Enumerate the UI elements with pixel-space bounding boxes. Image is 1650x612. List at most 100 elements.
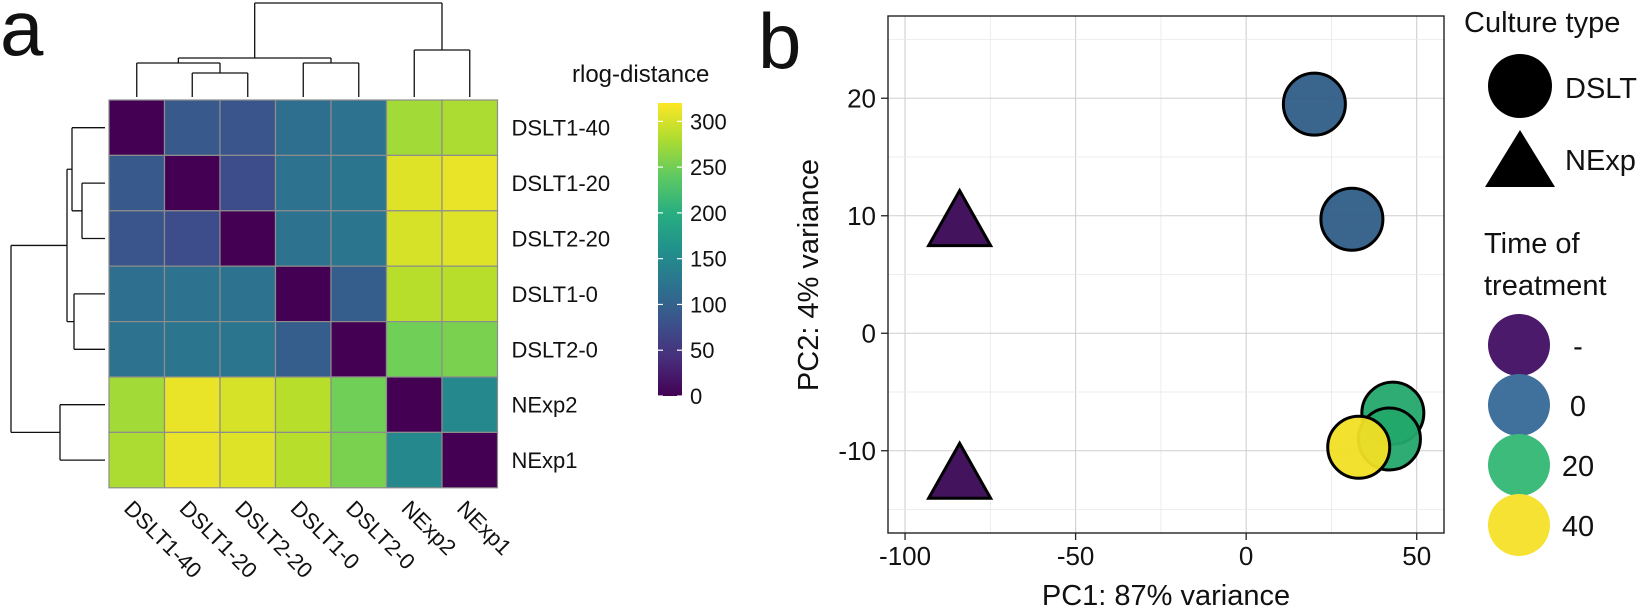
heatmap-cell xyxy=(219,376,277,434)
x-tick-label: -50 xyxy=(1057,541,1095,571)
column-dendrogram xyxy=(136,2,471,97)
colorbar-tick-label: 300 xyxy=(690,109,727,134)
row-dendrogram xyxy=(10,127,105,461)
heatmap-cell xyxy=(330,321,388,378)
heatmap-cell xyxy=(163,321,221,378)
heatmap-cell xyxy=(219,321,277,378)
dendro-link xyxy=(59,404,105,461)
point-dslt xyxy=(1281,71,1347,137)
heatmap-cell xyxy=(163,265,221,323)
heatmap-legend-title: rlog-distance xyxy=(572,61,709,88)
legend-time-title-line1: Time of xyxy=(1484,228,1581,260)
heatmap-cell xyxy=(441,99,499,157)
point-nexp xyxy=(926,187,994,248)
legend-culture-title: Culture type xyxy=(1464,7,1620,39)
heatmap-cell xyxy=(330,431,388,489)
heatmap-cell xyxy=(385,210,443,267)
axis-ticks: -100 -50 0 50 20 10 0 -10 xyxy=(838,83,1431,571)
legend-color-label: - xyxy=(1573,331,1583,363)
heatmap-cell xyxy=(163,154,221,212)
heatmap-cell xyxy=(108,376,166,434)
heatmap-cell xyxy=(108,265,166,323)
colorbar-tick-label: 50 xyxy=(690,338,714,363)
heatmap-cells xyxy=(108,99,499,489)
grid-lines xyxy=(888,16,1444,533)
heatmap-cell xyxy=(219,265,277,323)
legend-color-swatch xyxy=(1488,314,1550,376)
dendro-link xyxy=(81,182,105,240)
heatmap-cell xyxy=(108,154,166,212)
heatmap-cell xyxy=(108,431,166,489)
heatmap-cell xyxy=(163,376,221,434)
heatmap-column-label: NExp1 xyxy=(452,496,516,560)
y-tick-label: -10 xyxy=(838,436,876,466)
y-tick-label: 20 xyxy=(847,83,876,113)
point-dslt xyxy=(1326,414,1392,480)
heatmap-cell xyxy=(330,99,388,157)
dendro-link xyxy=(413,49,471,97)
heatmap-row-labels: DSLT1-40 DSLT1-20 DSLT2-20 DSLT1-0 DSLT2-0 NE… xyxy=(512,116,611,473)
dendro-link xyxy=(177,57,332,63)
heatmap-cell xyxy=(330,154,388,212)
colorbar-tick-label: 150 xyxy=(690,247,727,272)
heatmap-cell xyxy=(385,321,443,378)
y-tick-label: 0 xyxy=(862,318,876,348)
heatmap-cell xyxy=(274,210,332,267)
heatmap-cell xyxy=(163,99,221,157)
heatmap-colorbar-ticks: 300 250 200 150 100 50 0 xyxy=(658,109,727,409)
point-nexp xyxy=(926,440,994,500)
heatmap-row-label: NExp1 xyxy=(512,448,578,473)
heatmap-cell xyxy=(108,99,166,157)
colorbar-tick-label: 250 xyxy=(690,155,727,180)
heatmap-cell xyxy=(441,431,499,489)
heatmap-cell xyxy=(441,154,499,212)
legend-shape-label-nexp: NExp xyxy=(1565,145,1636,177)
x-tick-label: 50 xyxy=(1402,541,1431,571)
dendro-link xyxy=(73,293,105,350)
heatmap-cell xyxy=(219,210,277,267)
heatmap-row-label: DSLT2-0 xyxy=(512,337,598,362)
legend-shape-circle xyxy=(1488,54,1552,118)
heatmap-cell xyxy=(385,376,443,434)
panel-a-label: a xyxy=(0,0,44,72)
legend-time-items: - 0 20 40 xyxy=(1488,314,1594,556)
heatmap-row-label: DSLT1-20 xyxy=(512,171,611,196)
legend-shape-label-dslt: DSLT xyxy=(1565,73,1637,105)
heatmap-cell xyxy=(163,210,221,267)
heatmap-cell xyxy=(330,265,388,323)
heatmap-cell xyxy=(108,210,166,267)
legend-color-label: 20 xyxy=(1562,451,1594,483)
plot-border xyxy=(887,15,1445,534)
heatmap-cell xyxy=(274,154,332,212)
dendro-link xyxy=(10,244,67,434)
heatmap-cell xyxy=(385,99,443,157)
heatmap-cell xyxy=(274,376,332,434)
heatmap-cell xyxy=(274,431,332,489)
panel-b-label: b xyxy=(758,0,801,85)
colorbar-tick-label: 100 xyxy=(690,292,727,317)
heatmap-cell xyxy=(330,376,388,434)
legend-color-label: 40 xyxy=(1562,511,1594,543)
heatmap-column-labels: DSLT1-40DSLT1-20DSLT2-20DSLT1-0DSLT2-0NE… xyxy=(119,496,516,583)
y-tick-label: 10 xyxy=(847,201,876,231)
heatmap-colorbar xyxy=(658,103,682,396)
legend-color-swatch xyxy=(1488,494,1550,556)
x-tick-label: -100 xyxy=(879,541,931,571)
dendro-link xyxy=(302,62,360,97)
x-axis-label: PC1: 87% variance xyxy=(1042,580,1290,612)
colorbar-tick-label: 200 xyxy=(690,201,727,226)
heatmap-cell xyxy=(385,265,443,323)
legend-color-swatch xyxy=(1488,434,1550,496)
heatmap-row-label: DSLT1-0 xyxy=(512,282,598,307)
point-dslt xyxy=(1319,186,1385,252)
heatmap-cell xyxy=(385,154,443,212)
heatmap-cell xyxy=(385,431,443,489)
legend-color-swatch xyxy=(1488,374,1550,436)
colorbar-tick-label: 0 xyxy=(690,384,702,409)
heatmap-row-label: DSLT1-40 xyxy=(512,116,611,141)
heatmap-cell xyxy=(441,321,499,378)
dendro-link xyxy=(66,168,74,323)
heatmap-cell xyxy=(274,265,332,323)
dendro-link xyxy=(254,2,443,58)
